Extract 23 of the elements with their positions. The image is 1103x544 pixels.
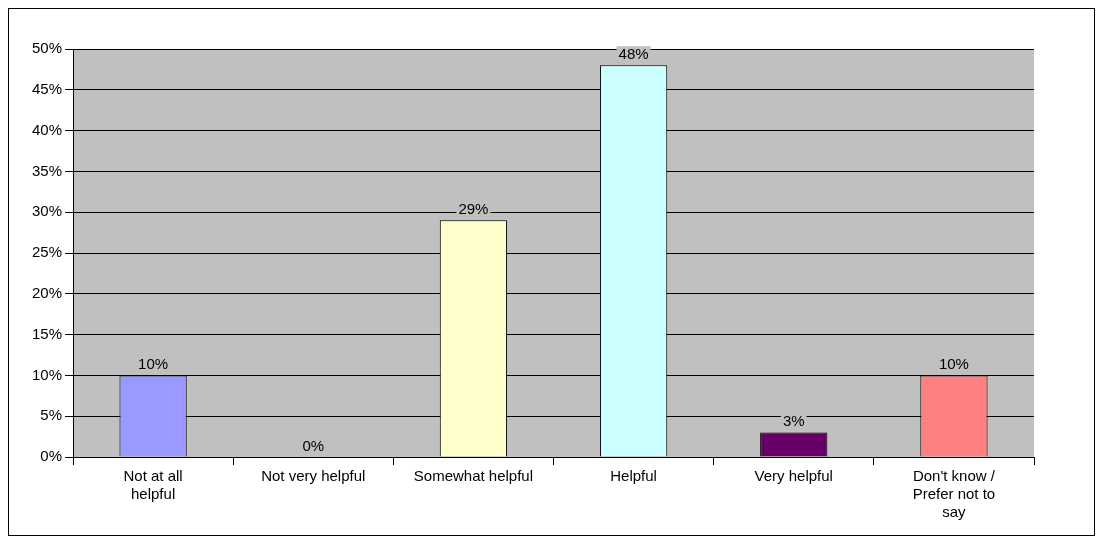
data-label: 0% (302, 436, 325, 454)
y-tick-label: 30% (31, 202, 63, 220)
y-tick-label: 0% (40, 447, 63, 465)
data-label: 3% (782, 412, 805, 430)
y-tick-label: 15% (31, 324, 63, 342)
y-tick-label: 35% (31, 161, 63, 179)
x-tick-label: Don't know / Prefer not to say (912, 467, 996, 521)
y-tick-label: 5% (40, 406, 63, 424)
x-tick-label: Not at all helpful (123, 467, 183, 503)
x-tick-label: Very helpful (754, 467, 833, 485)
data-label: 29% (458, 200, 489, 217)
x-tick-label: Somewhat helpful (413, 467, 534, 485)
x-tick-label: Helpful (610, 467, 657, 485)
y-tick-label: 20% (31, 283, 63, 301)
x-tick-label: Not very helpful (261, 467, 366, 485)
y-tick-label: 40% (31, 120, 63, 138)
data-label: 10% (138, 355, 169, 373)
data-label: 10% (938, 355, 969, 373)
data-label: 48% (618, 44, 649, 62)
y-tick-label: 10% (31, 365, 63, 383)
y-tick-label: 50% (31, 39, 63, 57)
y-tick-label: 25% (31, 243, 63, 261)
y-tick-label: 45% (31, 79, 63, 97)
